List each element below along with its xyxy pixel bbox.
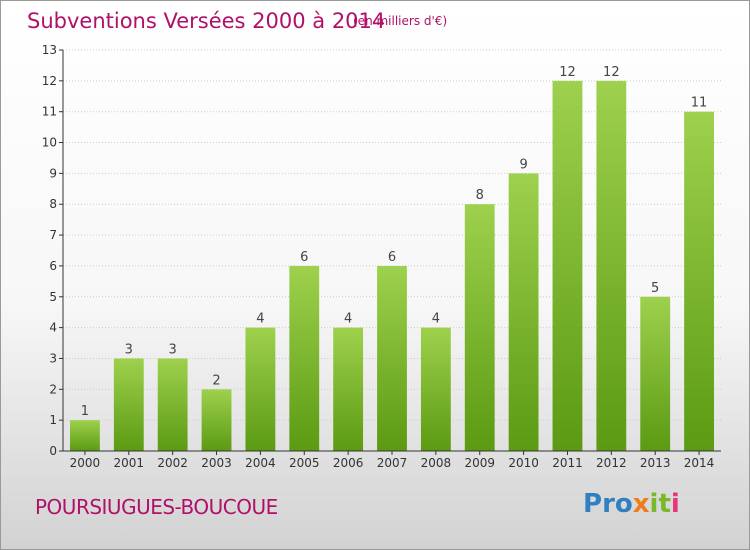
bar-2010 — [508, 173, 539, 451]
data-label: 6 — [388, 250, 396, 265]
brand-letter: i — [649, 489, 659, 519]
y-tick-label: 0 — [49, 444, 57, 458]
x-tick-label: 2014 — [684, 456, 715, 470]
x-tick-label: 2010 — [508, 456, 539, 470]
brand-letter: P — [583, 489, 603, 519]
x-tick-label: 2008 — [421, 456, 452, 470]
bar-2007 — [377, 265, 407, 451]
x-tick-label: 2001 — [114, 456, 145, 470]
brand-letter: r — [602, 489, 615, 519]
x-tick-label: 2003 — [201, 456, 232, 470]
bar-2006 — [333, 327, 364, 451]
bar-2000 — [70, 420, 100, 451]
bar-2011 — [552, 80, 583, 451]
x-tick-label: 2011 — [552, 456, 583, 470]
data-label: 5 — [651, 281, 659, 296]
bar-2005 — [289, 265, 320, 451]
y-tick-label: 6 — [49, 259, 57, 273]
data-label: 1 — [81, 404, 89, 419]
y-tick-label: 12 — [42, 74, 57, 88]
data-label: 6 — [300, 250, 308, 265]
x-tick-label: 2000 — [70, 456, 101, 470]
y-tick-label: 4 — [49, 321, 57, 335]
data-label: 4 — [432, 312, 440, 327]
y-tick-label: 7 — [49, 228, 57, 242]
data-label: 11 — [691, 96, 708, 111]
brand-letter: i — [670, 489, 680, 519]
data-label: 3 — [169, 342, 177, 357]
y-tick-label: 10 — [42, 136, 57, 150]
bar-2014 — [684, 111, 714, 451]
bar-2002 — [157, 358, 188, 451]
data-label: 9 — [519, 157, 527, 172]
data-label: 4 — [344, 312, 352, 327]
bar-2012 — [596, 80, 627, 451]
x-tick-label: 2005 — [289, 456, 320, 470]
brand-letter: t — [658, 489, 671, 519]
x-tick-label: 2006 — [333, 456, 364, 470]
data-label: 8 — [476, 188, 484, 203]
axes — [59, 49, 721, 455]
place-name: POURSIUGUES-BOUCOUE — [35, 495, 278, 519]
x-tick-label: 2012 — [596, 456, 627, 470]
data-label: 2 — [212, 373, 220, 388]
labels: 0123456789101112132000120013200232003220… — [42, 43, 715, 470]
data-label: 4 — [256, 312, 264, 327]
bar-2004 — [245, 327, 276, 451]
data-label: 12 — [559, 65, 576, 80]
y-tick-label: 8 — [49, 197, 57, 211]
bar-2001 — [113, 358, 144, 451]
brand-letter: o — [614, 489, 633, 519]
y-tick-label: 9 — [49, 166, 57, 180]
brand-letter: x — [632, 489, 650, 519]
x-tick-label: 2013 — [640, 456, 671, 470]
brand-logo: Proxiti — [583, 489, 680, 519]
bar-2008 — [420, 327, 451, 451]
x-tick-label: 2002 — [157, 456, 188, 470]
bar-2009 — [464, 204, 495, 451]
y-tick-label: 2 — [49, 382, 57, 396]
y-tick-label: 5 — [49, 290, 57, 304]
x-tick-label: 2007 — [377, 456, 408, 470]
y-tick-label: 1 — [49, 413, 57, 427]
y-tick-label: 13 — [42, 43, 57, 57]
bars — [70, 80, 714, 451]
bar-2013 — [640, 296, 671, 451]
data-label: 3 — [125, 342, 133, 357]
bar-2003 — [201, 389, 232, 451]
y-tick-label: 11 — [42, 105, 57, 119]
data-label: 12 — [603, 65, 620, 80]
chart-subtitle: (en milliers d'€) — [353, 14, 448, 28]
x-tick-label: 2009 — [464, 456, 495, 470]
x-tick-label: 2004 — [245, 456, 276, 470]
chart-title: Subventions Versées 2000 à 2014 — [27, 9, 386, 33]
y-tick-label: 3 — [49, 351, 57, 365]
